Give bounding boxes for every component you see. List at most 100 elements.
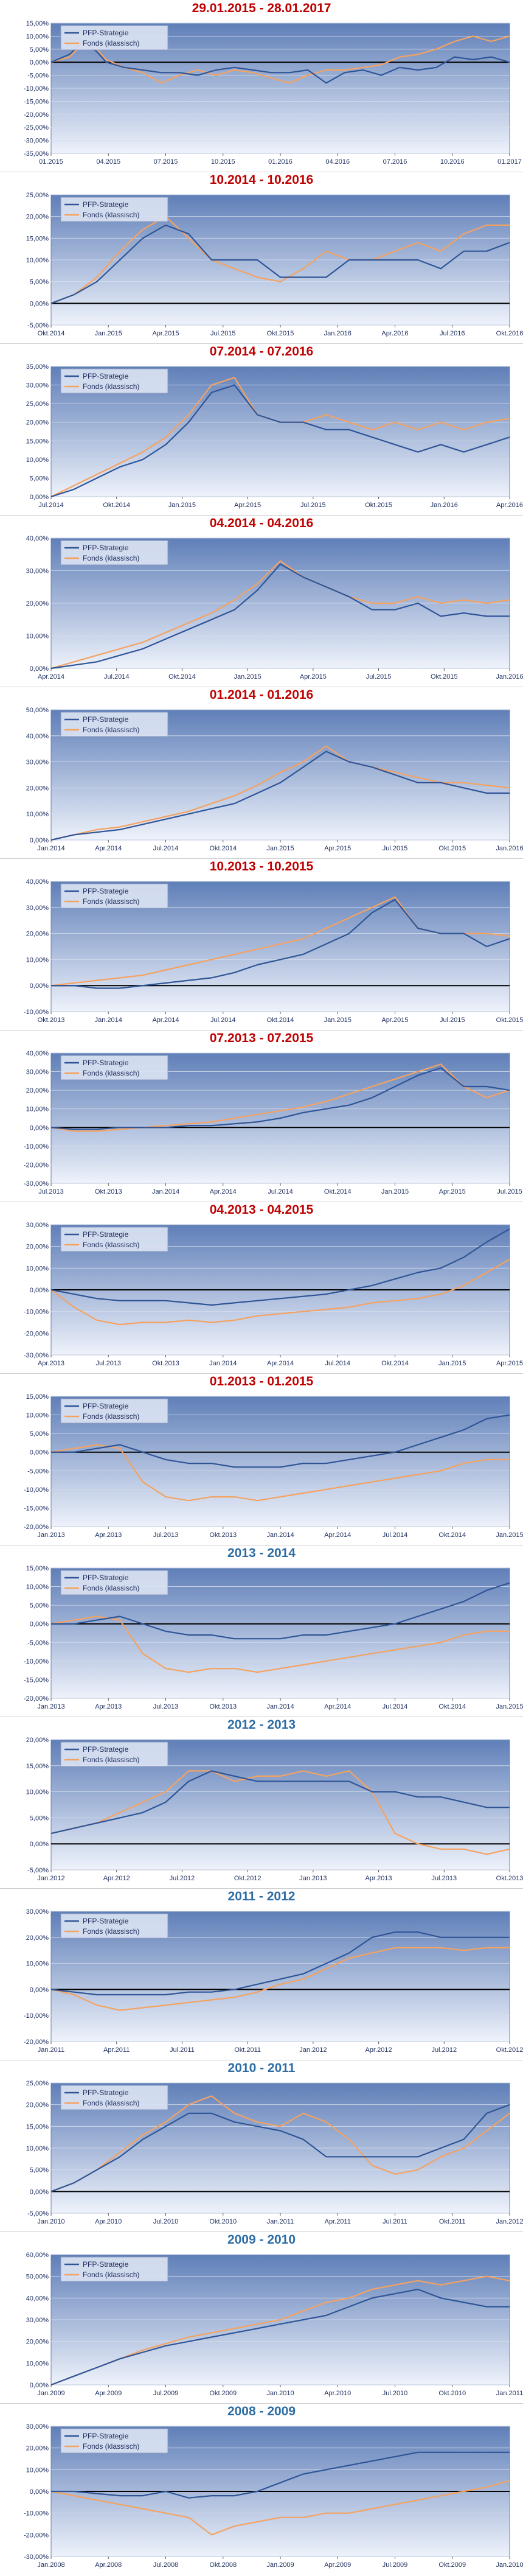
series-line-fonds-klassisch — [50, 1444, 510, 1502]
y-tick-label: -35,00% — [24, 150, 49, 158]
y-tick-label: 10,00% — [26, 1265, 49, 1272]
x-tick-label: Jan.2015 — [266, 845, 294, 852]
x-tick-label: Okt.2010 — [438, 2390, 466, 2397]
y-tick-label: 25,00% — [26, 192, 49, 199]
y-tick-label: -30,00% — [24, 1180, 49, 1188]
series-line-pfp-strategie — [50, 1067, 510, 1130]
series-line-pfp-strategie — [50, 224, 510, 304]
y-tick-label: 0,00% — [30, 1986, 49, 1993]
y-tick-label: -10,00% — [24, 1009, 49, 1016]
chart-panel: 2009 - 2010 0,00% 10,00% 20,00% 30,00% 40,00%… — [0, 2231, 523, 2403]
y-tick-label: 0,00% — [30, 1124, 49, 1132]
series-line-pfp-strategie — [50, 40, 510, 84]
y-tick-label: 20,00% — [26, 1244, 49, 1251]
x-tick-label: Apr.2014 — [210, 1188, 237, 1195]
chart-panel: 29.01.2015 - 28.01.2017 -35,00% -30,00% -25… — [0, 0, 523, 172]
x-tick-label: Apr.2015 — [152, 330, 179, 337]
chart-title: 10.2014 - 10.2016 — [209, 173, 314, 187]
y-tick-label: 30,00% — [26, 905, 49, 912]
series-line-fonds-klassisch — [50, 1063, 510, 1132]
legend-label: PFP-Strategie — [83, 1745, 129, 1754]
legend-label: PFP-Strategie — [83, 715, 129, 724]
panel-separator — [0, 2403, 523, 2404]
x-tick-label: Okt.2015 — [365, 502, 392, 509]
x-tick-label: Jul.2010 — [383, 2390, 408, 2397]
legend-label: PFP-Strategie — [83, 372, 129, 380]
y-tick-label: -10,00% — [24, 2510, 49, 2518]
x-tick-label: Jan.2014 — [95, 1017, 122, 1024]
x-tick-label: Jan.2015 — [168, 502, 196, 509]
x-tick-label: Jul.2014 — [325, 1360, 350, 1367]
chart-title: 04.2014 - 04.2016 — [209, 516, 314, 530]
x-tick-label: Jan.2016 — [431, 502, 458, 509]
x-tick-label: Apr.2015 — [234, 502, 261, 509]
x-tick-label: Okt.2011 — [439, 2218, 466, 2225]
series-line-fonds-klassisch — [50, 2480, 510, 2536]
series-line-pfp-strategie — [51, 1582, 510, 1640]
x-tick-label: Jul.2013 — [153, 1531, 179, 1539]
x-tick-label: 10.2015 — [211, 158, 235, 166]
y-tick-label: 20,00% — [26, 1087, 49, 1094]
legend-label: Fonds (klassisch) — [83, 2099, 139, 2107]
y-tick-label: 0,00% — [30, 2188, 49, 2196]
y-tick-label: 40,00% — [26, 1050, 49, 1057]
x-tick-label: Jul.2015 — [366, 673, 392, 681]
legend-label: Fonds (klassisch) — [83, 897, 139, 906]
y-tick-label: -20,00% — [24, 111, 49, 119]
x-tick-label: Apr.2016 — [381, 330, 408, 337]
chart-title: 2008 - 2009 — [227, 2404, 296, 2418]
y-tick-label: 40,00% — [26, 2295, 49, 2302]
x-tick-label: Okt.2013 — [209, 1703, 237, 1710]
x-tick-label: Apr.2012 — [365, 2046, 392, 2054]
chart-panel: 2011 - 2012 -20,00% -10,00% 0,00% 10,00% 20,0… — [0, 1888, 523, 2060]
y-tick-label: 20,00% — [26, 785, 49, 792]
x-tick-label: Okt.2013 — [152, 1360, 179, 1367]
chart-svg: -20,00% -10,00% 0,00% 10,00% 20,00% 30,00% Jan… — [24, 1908, 523, 2054]
panel-separator — [0, 343, 523, 344]
y-tick-label: 5,00% — [30, 475, 49, 482]
y-tick-label: -15,00% — [24, 1676, 49, 1684]
y-tick-label: 40,00% — [26, 535, 49, 542]
x-tick-label: Jan.2011 — [38, 2046, 64, 2054]
x-tick-label: Jan.2015 — [95, 330, 122, 337]
y-tick-label: -20,00% — [24, 1695, 49, 1703]
chart-panel: 2010 - 2011 -5,00% 0,00% 5,00% 10,00% 15,00% 2… — [0, 2060, 523, 2231]
legend-label: Fonds (klassisch) — [83, 1241, 139, 1249]
y-tick-label: 10,00% — [26, 633, 49, 640]
legend-box — [60, 2256, 168, 2282]
x-tick-label: Jan.2015 — [438, 1360, 466, 1367]
y-tick-label: -5,00% — [27, 1468, 49, 1475]
series-line-fonds-klassisch — [50, 1947, 510, 2011]
x-tick-label: Okt.2014 — [38, 330, 65, 337]
y-tick-label: 30,00% — [26, 568, 49, 575]
y-tick-label: 20,00% — [26, 2445, 49, 2452]
chart-panel: 01.2013 - 01.2015 -20,00% -15,00% -10,00% -5… — [0, 1373, 523, 1545]
legend-label: Fonds (klassisch) — [83, 726, 139, 734]
x-tick-label: Okt.2014 — [168, 673, 196, 681]
chart-svg: 0,00% 10,00% 20,00% 30,00% 40,00% 50,00% 60,00… — [26, 2252, 523, 2397]
chart-svg: -10,00% 0,00% 10,00% 20,00% 30,00% 40,00% Okt.… — [24, 878, 523, 1024]
y-tick-label: 15,00% — [26, 1763, 49, 1770]
legend-box — [60, 2085, 168, 2110]
x-tick-label: Okt.2013 — [209, 1531, 237, 1539]
y-tick-label: 30,00% — [26, 1908, 49, 1916]
legend-label: PFP-Strategie — [83, 2260, 129, 2269]
y-tick-label: 10,00% — [26, 2145, 49, 2152]
y-tick-label: 0,00% — [30, 1449, 49, 1457]
x-tick-label: Apr.2013 — [95, 1531, 122, 1539]
y-tick-label: -20,00% — [24, 1330, 49, 1337]
series-line-fonds-klassisch — [50, 215, 510, 304]
chart-panel: 2013 - 2014 -20,00% -15,00% -10,00% -5,00% 0,… — [0, 1545, 523, 1717]
chart-title: 07.2014 - 07.2016 — [209, 345, 314, 359]
chart-svg: -5,00% 0,00% 5,00% 10,00% 15,00% 20,00% Jan.20… — [26, 1737, 523, 1882]
series-line-fonds-klassisch — [50, 2095, 510, 2193]
y-tick-label: -10,00% — [24, 1143, 49, 1150]
x-tick-label: Jan.2015 — [234, 673, 262, 681]
y-tick-label: 20,00% — [26, 600, 49, 607]
y-tick-label: 40,00% — [26, 878, 49, 886]
chart-panel: 04.2013 - 04.2015 -30,00% -20,00% -10,00% 0,… — [0, 1202, 523, 1373]
y-tick-label: 15,00% — [26, 1393, 49, 1401]
y-tick-label: 10,00% — [26, 33, 49, 40]
chart-panel: 04.2014 - 04.2016 0,00% 10,00% 20,00% 30,00%… — [0, 515, 523, 687]
y-tick-label: -30,00% — [24, 1352, 49, 1359]
